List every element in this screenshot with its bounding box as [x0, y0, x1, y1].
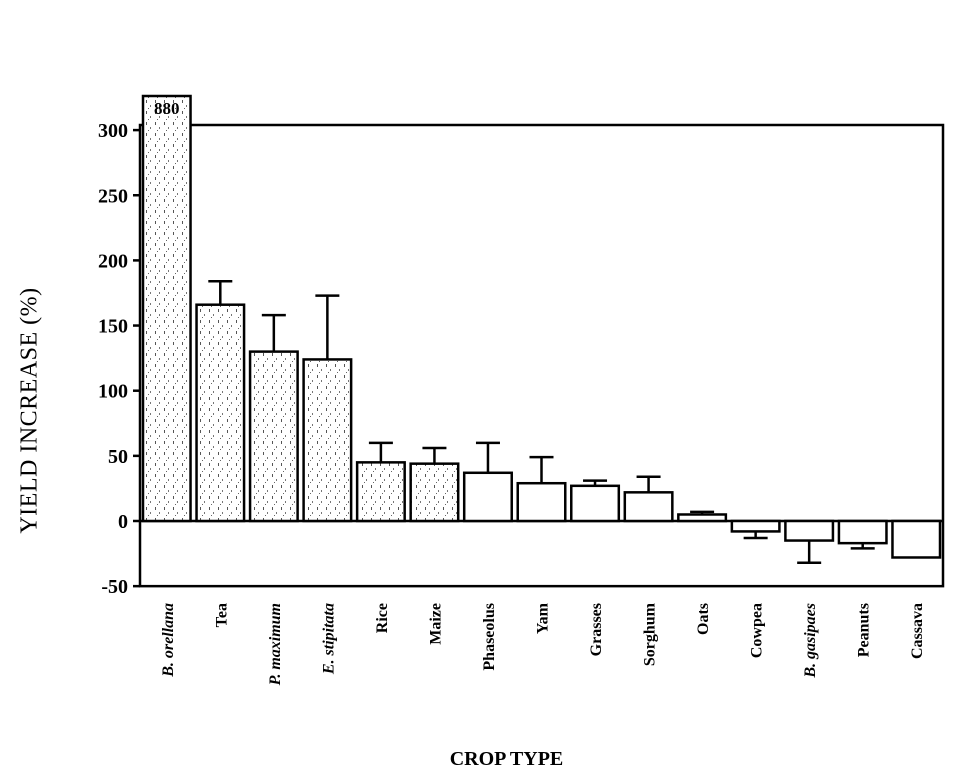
x-tick-label: Yam: [535, 602, 552, 634]
y-axis-label-text: YIELD INCREASE (%): [16, 286, 43, 534]
x-tick-label: Rice: [374, 603, 391, 633]
x-tick-label: Sorghum: [642, 602, 659, 666]
bar-oats: [677, 510, 728, 523]
bar-phaseolus: [462, 441, 513, 523]
bar-p-maximum: [248, 313, 299, 523]
x-tick-label: Oats: [695, 603, 712, 635]
y-tick-label: 300: [98, 120, 128, 142]
x-tick-label: Maize: [427, 603, 444, 645]
bar-b-gasipaes: [784, 519, 835, 564]
bar-cowpea: [730, 519, 781, 540]
y-tick-label: 150: [98, 316, 128, 338]
y-tick-label: 50: [108, 446, 128, 468]
y-tick-label: 0: [118, 511, 128, 533]
x-tick-label: Cassava: [909, 603, 926, 659]
bar-tea: [195, 279, 246, 523]
y-tick-label: 250: [98, 185, 128, 207]
bar-yam: [516, 455, 567, 523]
plot-area: 300 250 200 150 100 50 0 -50 B. orellana Tea P. ma…: [98, 94, 945, 686]
x-tick-label: Phaseolus: [481, 603, 498, 671]
y-axis-label: YIELD INCREASE (%): [10, 245, 50, 575]
y-tick-label: 100: [98, 381, 128, 403]
truncated-value-label: 880: [154, 99, 180, 118]
bar-grasses: [570, 479, 621, 523]
x-tick-label: Peanuts: [856, 603, 873, 657]
bar-e-stipitata: [302, 294, 353, 523]
bar-rice: [355, 441, 406, 523]
x-tick-label: Grasses: [588, 603, 605, 656]
x-axis-label: CROP TYPE: [449, 748, 564, 770]
plot-frame: [138, 123, 945, 588]
x-tick-label: B. orellana: [160, 603, 177, 678]
x-tick-label: Cowpea: [749, 603, 766, 658]
x-tick-label: E. stipitata: [320, 603, 337, 675]
x-tick-label: Tea: [213, 603, 230, 627]
bar-maize: [409, 446, 460, 523]
y-tick-label: 200: [98, 250, 128, 272]
x-tick-label: P. maximum: [267, 603, 284, 686]
bar-b-orellana: [141, 94, 192, 523]
x-tick-label: B. gasipaes: [802, 603, 819, 679]
y-tick-label: -50: [101, 576, 128, 598]
bar-peanuts: [837, 519, 888, 550]
bar-sorghum: [623, 475, 674, 523]
bar-cassava: [891, 519, 942, 559]
